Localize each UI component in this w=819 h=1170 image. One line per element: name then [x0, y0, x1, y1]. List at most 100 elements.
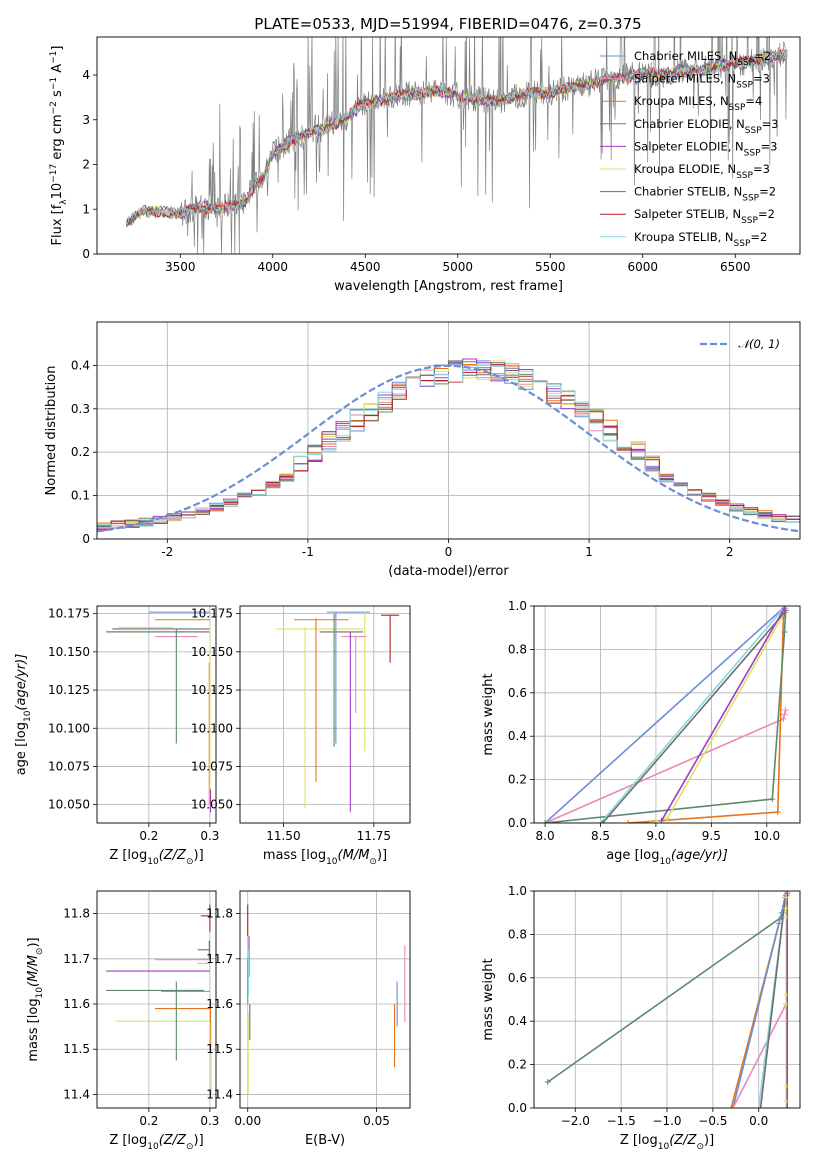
label-part: −2 — [49, 101, 59, 114]
normal-curve — [97, 364, 800, 533]
plot-area — [126, 37, 788, 254]
legend-entry: Salpeter ELODIE, NSSP=3 — [634, 139, 777, 158]
y-tick-label: 10.175 — [48, 607, 90, 621]
y-tick-label: 10.125 — [48, 683, 90, 697]
legend-entry: Kroupa ELODIE, NSSP=3 — [634, 162, 770, 181]
label-part: =2 — [750, 230, 767, 244]
y-tick-label: 0.1 — [71, 489, 90, 503]
label-part: Kroupa MILES, N — [634, 94, 729, 108]
y-axis-label: Flux [fλ10−17 erg cm−2 s−1 A−1] — [49, 46, 69, 246]
weight-series — [602, 611, 786, 823]
label-part: Kroupa ELODIE, N — [634, 162, 736, 176]
label-part: 10 — [23, 710, 33, 722]
label-part: SSP — [742, 194, 759, 204]
x-axis-label: (data-model)/error — [388, 564, 509, 579]
label-part: (age/yr)] — [14, 654, 29, 711]
plot-area — [534, 606, 800, 823]
y-tick-label: 11.5 — [63, 1042, 90, 1056]
legend-entry: Kroupa MILES, NSSP=4 — [634, 94, 762, 113]
weight-series — [732, 891, 787, 1108]
point-marker — [774, 809, 781, 816]
x-tick-label: -2 — [161, 545, 173, 559]
y-tick-label: 0.6 — [508, 686, 527, 700]
label-part: =3 — [753, 72, 770, 86]
x-tick-label: 11.50 — [266, 829, 300, 843]
y-tick-label: 0 — [82, 247, 90, 261]
label-part: 10 — [147, 857, 159, 867]
x-tick-label: -1 — [302, 545, 314, 559]
label-part: SSP — [736, 81, 753, 91]
x-tick-label: 9.0 — [646, 829, 665, 843]
y-tick-label: 11.6 — [206, 997, 233, 1011]
point-marker — [730, 1105, 737, 1108]
x-axis-label: Z [log10(Z/Z⊙)] — [620, 1133, 714, 1152]
plot-area — [97, 606, 216, 823]
label-part: (M/M — [338, 848, 370, 863]
label-part: ⊙ — [369, 857, 377, 867]
y-axis-label: mass weight — [481, 958, 496, 1040]
label-part: ⊙ — [186, 857, 194, 867]
x-tick-label: 0.0 — [749, 1114, 768, 1128]
y-tick-label: 10.125 — [191, 683, 233, 697]
point-marker — [781, 629, 788, 636]
point-marker — [783, 992, 790, 999]
panel-ebv-mass: 0.00 0.05 11.4 11.5 11.6 11.7 11.8 E(B-V) — [206, 890, 411, 1148]
y-tick-label: 0.2 — [508, 773, 527, 787]
label-part: −1 — [49, 77, 59, 90]
x-tick-label: 10.0 — [753, 829, 780, 843]
weight-series — [759, 897, 787, 1108]
plot-area — [97, 322, 800, 539]
y-tick-label: 10.150 — [191, 645, 233, 659]
panel-age-weight: 8.0 8.5 9.0 9.5 10.0 0.0 0.2 0.4 0.6 0.8 1.0 age [l… — [481, 599, 801, 867]
y-tick-label: 4 — [82, 68, 90, 82]
x-tick-label: 2 — [726, 545, 734, 559]
label-part: mass [log — [26, 998, 41, 1061]
label-part: 10 — [326, 857, 338, 867]
point-marker — [542, 820, 549, 823]
label-part: s — [50, 90, 65, 101]
label-part: =2 — [754, 49, 771, 63]
point-marker — [664, 815, 670, 822]
x-tick-label: 0.3 — [200, 829, 219, 843]
x-tick-label: 5000 — [442, 260, 473, 274]
point-marker — [728, 1105, 735, 1108]
y-tick-label: 11.4 — [63, 1087, 90, 1101]
y-tick-label: 0.8 — [508, 927, 527, 941]
label-part: age [log — [606, 848, 659, 863]
x-tick-label: 6500 — [720, 260, 751, 274]
x-tick-label: 0.05 — [363, 1114, 390, 1128]
label-part: )] — [194, 848, 204, 863]
panel-spectrum: 3500 4000 4500 5000 5500 6000 6500 0 1 2 3 4 wavelen… — [49, 36, 801, 294]
y-tick-label: 0.0 — [508, 816, 527, 830]
x-tick-label: 9.5 — [702, 829, 721, 843]
label-part: SSP — [744, 148, 761, 158]
label-part: Chabrier STELIB, N — [634, 185, 742, 199]
legend-entry: Chabrier STELIB, NSSP=2 — [634, 185, 776, 204]
label-part: A — [50, 64, 65, 77]
legend-entry: Kroupa STELIB, NSSP=2 — [634, 230, 767, 249]
panel-mass-age: 11.50 11.75 10.050 10.075 10.100 10.125 10.150… — [191, 605, 411, 867]
label-part: −1 — [49, 51, 59, 64]
point-marker — [780, 715, 787, 722]
x-tick-label: 3500 — [165, 260, 196, 274]
label-part: SSP — [736, 171, 753, 181]
label-part: )] — [26, 937, 41, 947]
x-tick-label: 0.00 — [234, 1114, 261, 1128]
y-tick-label: 10.050 — [191, 798, 233, 812]
x-axis-label: Z [log10(Z/Z⊙)] — [109, 848, 203, 867]
panel-z-age: 0.2 0.3 10.050 10.075 10.100 10.125 10.150 10.1… — [14, 605, 219, 867]
label-part: Chabrier ELODIE, N — [634, 117, 745, 131]
point-marker — [781, 711, 788, 718]
label-part: =3 — [762, 117, 779, 131]
point-marker — [544, 1078, 551, 1085]
label-part: ] — [50, 46, 65, 51]
y-tick-label: 0.2 — [71, 445, 90, 459]
point-marker — [783, 1098, 790, 1105]
label-part: SSP — [729, 103, 746, 113]
panel-residuals: -2 -1 0 1 2 0 0.1 0.2 0.3 0.4 (data-model)/error No… — [44, 321, 801, 579]
axes-frame — [239, 890, 411, 1109]
axes-frame — [96, 605, 217, 824]
label-part: 10 — [50, 183, 65, 200]
x-tick-label: 4500 — [350, 260, 381, 274]
point-marker — [783, 914, 790, 921]
